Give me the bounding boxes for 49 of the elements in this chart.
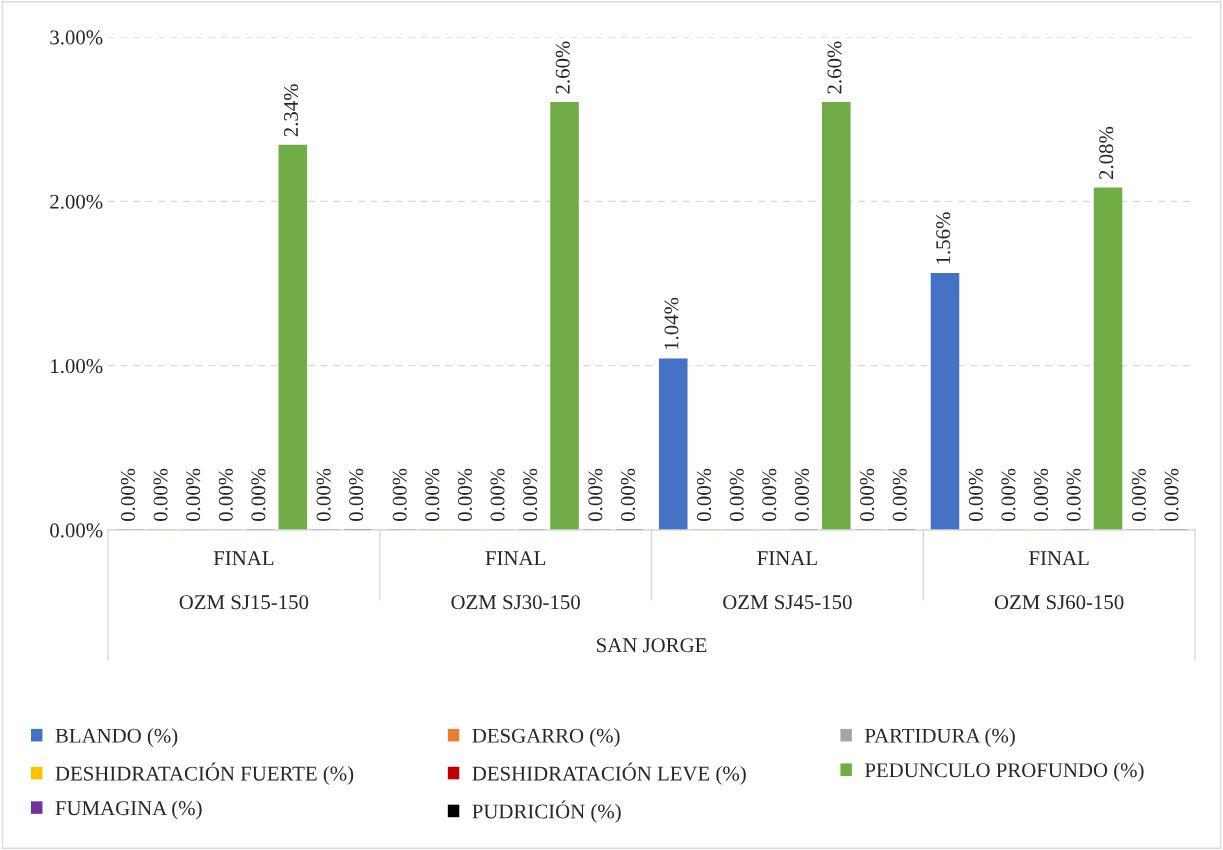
data-label: 0.00% bbox=[762, 468, 777, 521]
data-label: 0.00% bbox=[1033, 468, 1049, 521]
data-label: 0.00% bbox=[349, 468, 364, 521]
category-label: FINAL OZM SJ45-150 bbox=[723, 551, 852, 610]
data-label: 0.00% bbox=[523, 468, 538, 521]
data-label: 0.00% bbox=[490, 468, 505, 521]
data-label: 2.60% bbox=[555, 41, 570, 94]
data-label: 0.00% bbox=[316, 468, 331, 521]
data-label: 2.34% bbox=[283, 84, 299, 137]
category-label: FINAL OZM SJ60-150 bbox=[994, 551, 1124, 610]
y-tick-label: 1.00% bbox=[51, 359, 103, 374]
data-label: 0.00% bbox=[251, 468, 266, 521]
data-label: 0.00% bbox=[153, 468, 168, 521]
data-label: 0.00% bbox=[186, 468, 201, 521]
legend-label: DESHIDRATACIÓN FUERTE (%) bbox=[55, 762, 354, 785]
data-label: 0.00% bbox=[425, 468, 440, 521]
data-label: 0.00% bbox=[860, 468, 875, 521]
data-label: 1.56% bbox=[936, 212, 951, 264]
data-label: 0.00% bbox=[588, 468, 603, 521]
data-label: 0.00% bbox=[1001, 468, 1016, 521]
y-tick-label: 3.00% bbox=[50, 30, 103, 45]
legend-label: BLANDO (%) bbox=[55, 728, 178, 747]
data-label: 0.00% bbox=[968, 468, 983, 521]
y-tick-label: 2.00% bbox=[50, 194, 103, 209]
data-label: 0.00% bbox=[457, 468, 473, 521]
legend-label: PEDUNCULO PROFUNDO (%) bbox=[864, 762, 1144, 782]
data-label: 0.00% bbox=[620, 468, 636, 521]
data-label: 1.04% bbox=[664, 297, 679, 350]
legend-label: FUMAGINA (%) bbox=[55, 800, 202, 820]
y-tick-label: 0.00% bbox=[50, 523, 103, 538]
data-label: 0.00% bbox=[1066, 468, 1081, 521]
legend-label: DESHIDRATACIÓN LEVE (%) bbox=[472, 762, 746, 785]
data-label: 2.08% bbox=[1099, 126, 1114, 180]
data-label: 0.00% bbox=[1131, 468, 1146, 521]
category-label: FINAL OZM SJ30-150 bbox=[451, 551, 580, 610]
data-label: 0.00% bbox=[729, 468, 744, 521]
legend-label: PUDRICIÓN (%) bbox=[472, 800, 621, 823]
data-label: 0.00% bbox=[892, 468, 907, 521]
data-label: 0.00% bbox=[392, 468, 407, 521]
legend-label: DESGARRO (%) bbox=[472, 728, 620, 747]
x-axis-title: SAN JORGE bbox=[597, 638, 707, 653]
data-label: 0.00% bbox=[1164, 468, 1179, 521]
legend-label: PARTIDURA (%) bbox=[864, 728, 1015, 747]
data-label: 2.60% bbox=[827, 41, 842, 94]
category-label: FINAL OZM SJ15-150 bbox=[179, 551, 309, 610]
data-label: 0.00% bbox=[697, 468, 712, 521]
data-label: 0.00% bbox=[794, 468, 809, 521]
data-label: 0.00% bbox=[120, 468, 136, 521]
data-label: 0.00% bbox=[218, 468, 233, 521]
